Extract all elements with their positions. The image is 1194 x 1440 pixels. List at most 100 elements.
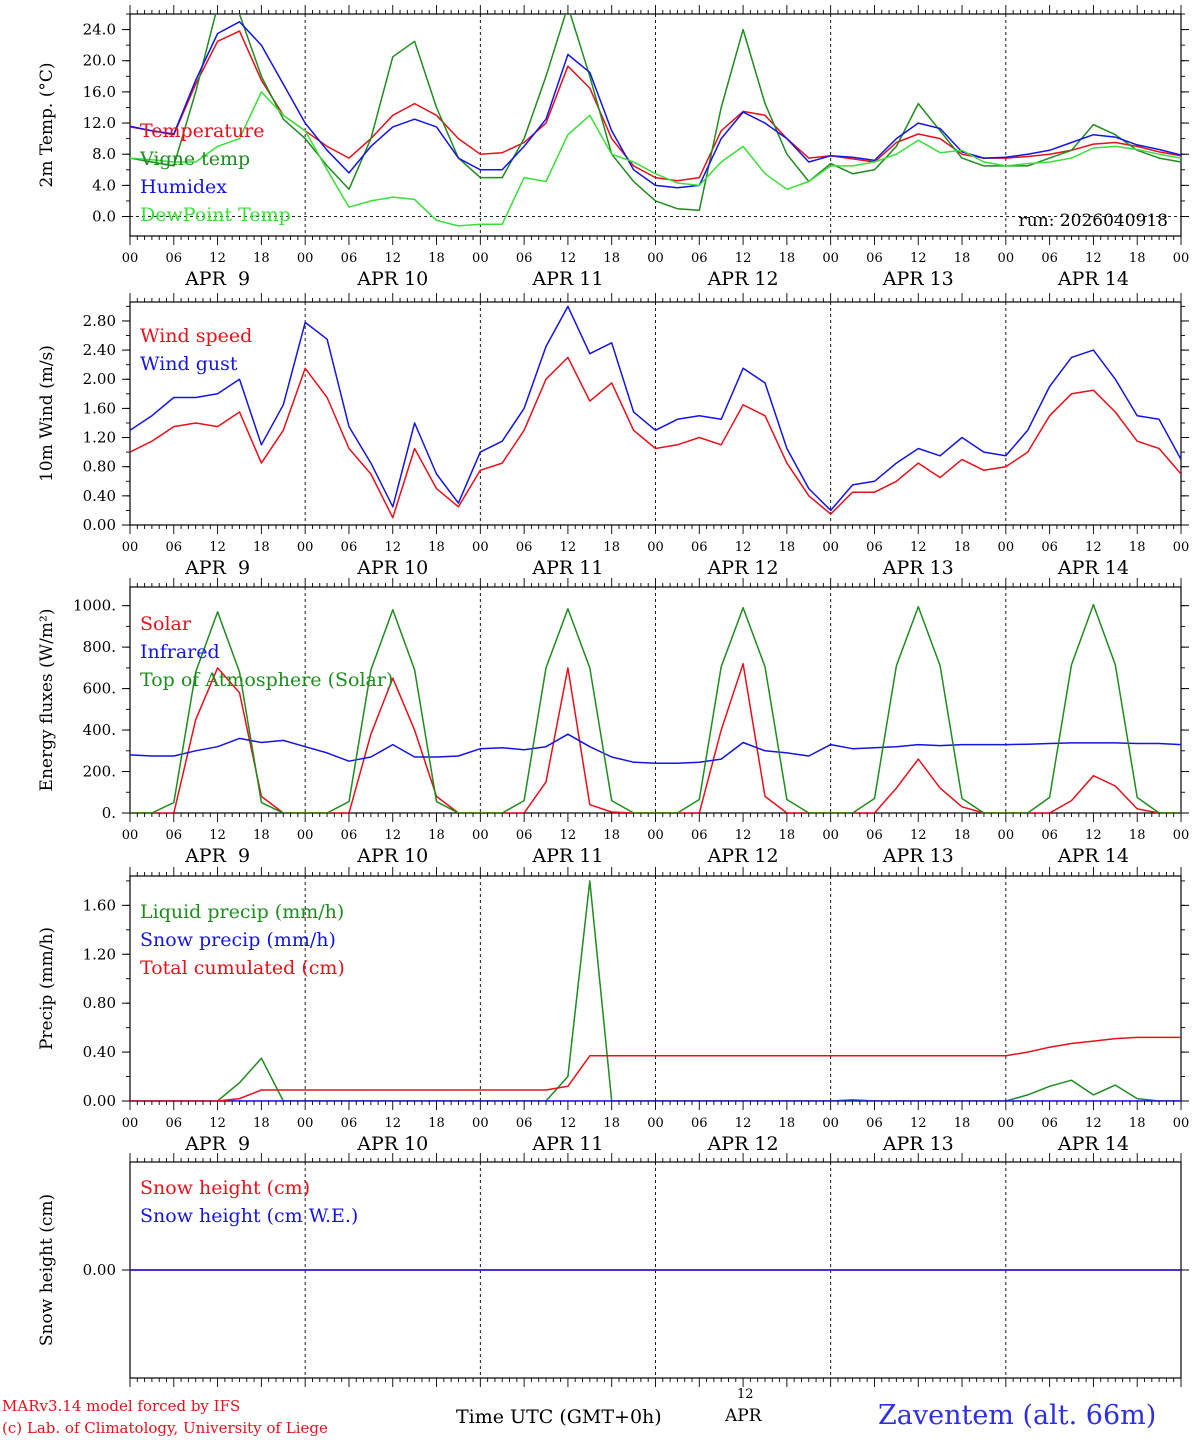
series-dewpoint-temp <box>130 91 1181 227</box>
x-tick-label: 18 <box>1129 251 1146 266</box>
x-tick-label: 18 <box>253 540 270 555</box>
x-tick-label: 00 <box>998 828 1015 843</box>
x-tick-label: 12 <box>560 540 577 555</box>
x-tick-label: 06 <box>866 828 883 843</box>
legend-entry: Snow height (cm) <box>140 1177 310 1199</box>
x-tick-label: 12 <box>1085 540 1102 555</box>
series-wind-speed <box>130 356 1181 519</box>
y-tick-label: 0.00 <box>83 1092 116 1110</box>
panel-4: 0.00 0.40 0.80 1.20 1.60 Precip (mm/h) Liquid … <box>37 867 1189 1155</box>
y-axis-title: 2m Temp. (°C) <box>37 62 57 187</box>
x-tick-label: 18 <box>253 1116 270 1131</box>
legend-entry: Wind gust <box>140 353 238 375</box>
series-infrared <box>130 733 1181 764</box>
y-tick-label: 0.0 <box>92 208 116 226</box>
x-tick-label: 00 <box>1173 1116 1190 1131</box>
x-tick-label: 00 <box>122 540 139 555</box>
y-tick-label: 1.60 <box>83 896 116 914</box>
x-tick-label: 18 <box>779 1116 796 1131</box>
x-tick-label: 12 <box>910 540 927 555</box>
x-tick-label: 06 <box>516 251 533 266</box>
x-tick-label: 00 <box>297 828 314 843</box>
day-label: APR 10 <box>356 557 428 579</box>
x-tick-label: 00 <box>822 540 839 555</box>
day-label: APR 9 <box>184 557 250 579</box>
day-label: APR 11 <box>531 557 603 579</box>
x-tick-label: 18 <box>779 828 796 843</box>
station-label: Zaventem (alt. 66m) <box>878 1400 1157 1431</box>
y-tick-label: 1.20 <box>83 429 116 447</box>
y-axis-title: Snow height (cm) <box>37 1194 57 1346</box>
x-tick-label: 00 <box>647 828 664 843</box>
x-tick-label: 18 <box>954 251 971 266</box>
x-tick-label: 00 <box>297 251 314 266</box>
day-label: APR 9 <box>184 1133 250 1155</box>
y-tick-label: 0.80 <box>83 458 116 476</box>
x-tick-label: 18 <box>253 251 270 266</box>
x-tick-label: 00 <box>822 1116 839 1131</box>
y-axis-title: Energy fluxes (W/m²) <box>37 609 57 792</box>
panel-1: 0.0 4.0 8.0 12.0 16.0 20.0 24.0 2m Temp. (°C) Te… <box>37 5 1189 290</box>
x-tick-label: 18 <box>1129 1116 1146 1131</box>
y-axis-title: Precip (mm/h) <box>37 927 57 1050</box>
x-tick-label: 12 <box>209 251 226 266</box>
series-humidex <box>130 21 1181 189</box>
time-axis-title: Time UTC (GMT+0h) <box>456 1406 662 1428</box>
model-credit: MARv3.14 model forced by IFS <box>2 1397 241 1415</box>
x-tick-label: 06 <box>166 251 183 266</box>
x-tick-label: 06 <box>516 828 533 843</box>
day-label: APR 13 <box>882 1133 954 1155</box>
x-tick-label: 12 <box>1085 1116 1102 1131</box>
day-label: APR 9 <box>184 268 250 290</box>
y-tick-label: 2.40 <box>83 341 116 359</box>
x-tick-label: 12 <box>384 540 401 555</box>
x-tick-label: 00 <box>122 251 139 266</box>
x-tick-label: 06 <box>691 540 708 555</box>
x-tick-label: 06 <box>516 540 533 555</box>
panel-2: 0.00 0.40 0.80 1.20 1.60 2.00 2.40 2.80 10m Wind… <box>37 293 1189 579</box>
x-tick-label: 12 <box>209 540 226 555</box>
day-label: APR 9 <box>184 845 250 867</box>
x-tick-label: 12 <box>1085 828 1102 843</box>
day-label: APR 11 <box>531 1133 603 1155</box>
x-tick-label: 00 <box>822 251 839 266</box>
day-label: APR 10 <box>356 268 428 290</box>
panel-3: 0. 200. 400. 600. 800. 1000. Energy fluxes (W/… <box>37 578 1189 867</box>
x-tick-label: 06 <box>691 1116 708 1131</box>
x-tick-label: 18 <box>253 828 270 843</box>
legend-entry: Liquid precip (mm/h) <box>140 901 344 923</box>
y-tick-label: 0. <box>102 804 116 822</box>
day-label: APR 12 <box>707 845 779 867</box>
day-label: APR 11 <box>531 845 603 867</box>
series-wind-gust <box>130 305 1181 512</box>
x-tick-label: 18 <box>954 828 971 843</box>
x-tick-label: 00 <box>647 540 664 555</box>
day-label: APR 12 <box>707 557 779 579</box>
x-tick-label: 00 <box>122 828 139 843</box>
x-tick-label: 12 <box>910 1116 927 1131</box>
panel-frame <box>129 301 1182 526</box>
x-tick-label: 12 <box>910 251 927 266</box>
x-tick-label: 12 <box>910 828 927 843</box>
x-tick-label: 12 <box>384 251 401 266</box>
center-day-label: 12 <box>737 1387 754 1402</box>
x-tick-label: 06 <box>866 1116 883 1131</box>
y-tick-label: 1000. <box>73 597 116 615</box>
y-axis-title: 10m Wind (m/s) <box>37 345 57 482</box>
day-label: APR 14 <box>1057 845 1129 867</box>
day-label: APR 10 <box>356 1133 428 1155</box>
x-tick-label: 06 <box>166 828 183 843</box>
x-tick-label: 00 <box>647 1116 664 1131</box>
legend-entry: Humidex <box>140 176 227 198</box>
legend-entry: Wind speed <box>140 325 252 347</box>
x-tick-label: 12 <box>209 828 226 843</box>
x-tick-label: 00 <box>822 828 839 843</box>
x-tick-label: 00 <box>647 251 664 266</box>
x-tick-label: 06 <box>1041 540 1058 555</box>
panel-5: 0.00 Snow height (cm) Snow height (cm) Snow… <box>37 1153 1189 1387</box>
legend-entry: Vigne temp <box>139 148 250 170</box>
x-tick-label: 12 <box>735 251 752 266</box>
x-tick-label: 06 <box>516 1116 533 1131</box>
y-tick-label: 20.0 <box>83 52 116 70</box>
